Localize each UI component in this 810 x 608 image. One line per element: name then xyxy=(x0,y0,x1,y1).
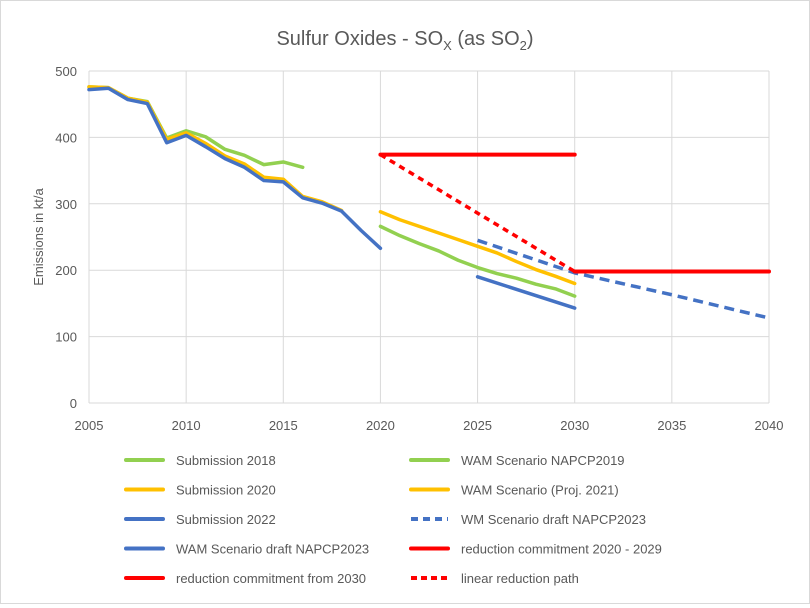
legend-item: reduction commitment from 2030 xyxy=(124,571,366,586)
series-line-3 xyxy=(87,85,344,213)
legend-label: WAM Scenario draft NAPCP2023 xyxy=(176,542,369,557)
legend-label: WAM Scenario NAPCP2019 xyxy=(461,453,625,468)
legend-label: reduction commitment 2020 - 2029 xyxy=(461,542,662,557)
title-part: ) xyxy=(527,28,534,50)
legend-item: WAM Scenario (Proj. 2021) xyxy=(409,483,619,498)
series-line-5 xyxy=(87,86,383,251)
series-line-6 xyxy=(477,238,770,320)
legend-label: reduction commitment from 2030 xyxy=(176,571,366,586)
x-tick-label: 2035 xyxy=(657,418,686,433)
y-tick-label: 300 xyxy=(55,197,77,212)
series-line-7 xyxy=(475,275,577,310)
x-tick-label: 2025 xyxy=(463,418,492,433)
legend-item: linear reduction path xyxy=(411,571,579,586)
chart-title: Sulfur Oxides - SOX (as SO2) xyxy=(276,28,533,53)
title-part: (as SO xyxy=(452,28,520,50)
series-line-4 xyxy=(378,210,577,286)
legend-label: Submission 2022 xyxy=(176,512,276,527)
x-tick-label: 2015 xyxy=(269,418,298,433)
y-tick-label: 100 xyxy=(55,330,77,345)
x-tick-label: 2040 xyxy=(755,418,784,433)
legend-item: WAM Scenario draft NAPCP2023 xyxy=(124,542,369,557)
x-tick-label: 2030 xyxy=(560,418,589,433)
legend-label: WM Scenario draft NAPCP2023 xyxy=(461,512,646,527)
y-tick-label: 0 xyxy=(70,396,77,411)
legend-item: Submission 2020 xyxy=(124,483,276,498)
legend-item: WM Scenario draft NAPCP2023 xyxy=(411,512,646,527)
legend-item: reduction commitment 2020 - 2029 xyxy=(409,542,662,557)
legend-item: Submission 2018 xyxy=(124,453,276,468)
x-tick-label: 2005 xyxy=(75,418,104,433)
y-tick-label: 500 xyxy=(55,64,77,79)
series-line-1 xyxy=(87,85,305,170)
x-tick-label: 2020 xyxy=(366,418,395,433)
y-tick-label: 400 xyxy=(55,130,77,145)
title-part: Sulfur Oxides - SO xyxy=(276,28,443,50)
x-tick-label: 2010 xyxy=(172,418,201,433)
series-line-10 xyxy=(379,153,576,274)
y-axis-label: Emissions in kt/a xyxy=(31,187,46,285)
y-tick-label: 200 xyxy=(55,263,77,278)
legend-item: Submission 2022 xyxy=(124,512,276,527)
title-part: 2 xyxy=(520,38,527,53)
series-line-2 xyxy=(378,224,577,298)
legend-label: WAM Scenario (Proj. 2021) xyxy=(461,483,619,498)
legend-label: Submission 2020 xyxy=(176,483,276,498)
legend-label: Submission 2018 xyxy=(176,453,276,468)
legend-item: WAM Scenario NAPCP2019 xyxy=(409,453,625,468)
legend-label: linear reduction path xyxy=(461,571,579,586)
title-part: X xyxy=(443,38,452,53)
